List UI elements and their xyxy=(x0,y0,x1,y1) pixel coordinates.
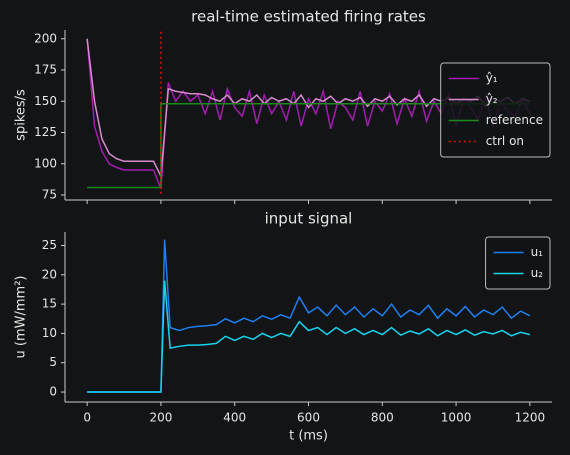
legend-box xyxy=(440,62,551,158)
y-tick-label: 175 xyxy=(34,63,57,77)
y-tick-label: 150 xyxy=(34,94,57,108)
legend-label: reference xyxy=(486,113,543,127)
y-tick-label: 200 xyxy=(34,31,57,45)
legend-label: ŷ₁ xyxy=(486,71,498,85)
legend-label: u₁ xyxy=(531,245,544,259)
y-tick-label: 100 xyxy=(34,156,57,170)
legend-label: ŷ₂ xyxy=(486,92,498,106)
y-tick-label: 25 xyxy=(42,238,57,252)
x-tick-label: 400 xyxy=(223,411,246,425)
y-tick-label: 20 xyxy=(42,267,57,281)
x-tick-label: 1000 xyxy=(441,411,472,425)
x-tick-label: 1200 xyxy=(515,411,546,425)
legend-label: u₂ xyxy=(531,266,544,280)
y-tick-label: 10 xyxy=(42,326,57,340)
series-line xyxy=(87,280,531,393)
y-axis-label: spikes/s xyxy=(14,89,29,141)
y-axis-label: u (mW/mm²) xyxy=(14,276,29,359)
legend-label: ctrl on xyxy=(486,134,524,148)
series-line xyxy=(87,239,531,393)
x-tick-label: 0 xyxy=(83,411,91,425)
y-tick-label: 5 xyxy=(49,355,57,369)
legend: u₁ u₂ xyxy=(485,236,551,290)
x-axis-label: t (ms) xyxy=(289,429,328,444)
legend-box xyxy=(485,236,551,290)
y-tick-label: 0 xyxy=(49,385,57,399)
x-tick-label: 600 xyxy=(297,411,320,425)
x-tick-label: 200 xyxy=(149,411,172,425)
y-tick-label: 15 xyxy=(42,297,57,311)
x-tick-label: 800 xyxy=(371,411,394,425)
legend: ŷ₁ ŷ₂ reference ctrl on xyxy=(440,62,551,158)
chart-title: input signal xyxy=(265,210,353,228)
series-line xyxy=(87,103,530,189)
chart-title: real-time estimated firing rates xyxy=(191,8,426,26)
y-tick-label: 125 xyxy=(34,125,57,139)
y-tick-label: 75 xyxy=(42,188,57,202)
